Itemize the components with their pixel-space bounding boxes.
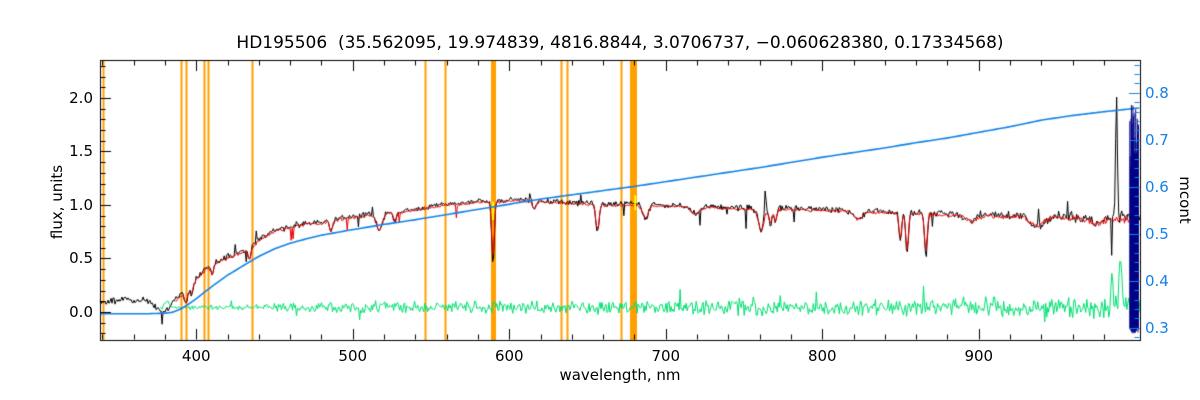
y-right-tick-label: 0.5 [1145, 224, 1169, 243]
x-tick-label: 700 [651, 347, 681, 365]
y-right-tick-label: 0.6 [1145, 177, 1169, 196]
y-left-tick-label: 1.5 [69, 142, 93, 161]
y-left-tick-label: 0.5 [69, 249, 93, 268]
y-right-tick-label: 0.3 [1145, 318, 1169, 337]
x-tick-label: 900 [964, 347, 994, 365]
x-tick-label: 500 [338, 347, 368, 365]
y-right-tick-label: 0.4 [1145, 271, 1169, 290]
x-tick-label: 800 [807, 347, 837, 365]
x-tick-label: 400 [181, 347, 211, 365]
y-left-tick-label: 1.0 [69, 195, 93, 214]
y-right-tick-label: 0.7 [1145, 130, 1169, 149]
plot-title: HD195506 (35.562095, 19.974839, 4816.884… [236, 33, 1004, 53]
y-left-tick-label: 0.0 [69, 302, 93, 321]
y-left-tick-label: 2.0 [69, 88, 93, 107]
y-right-tick-label: 0.8 [1145, 83, 1169, 102]
x-tick-label: 600 [494, 347, 524, 365]
x-axis-label: wavelength, nm [559, 366, 681, 384]
